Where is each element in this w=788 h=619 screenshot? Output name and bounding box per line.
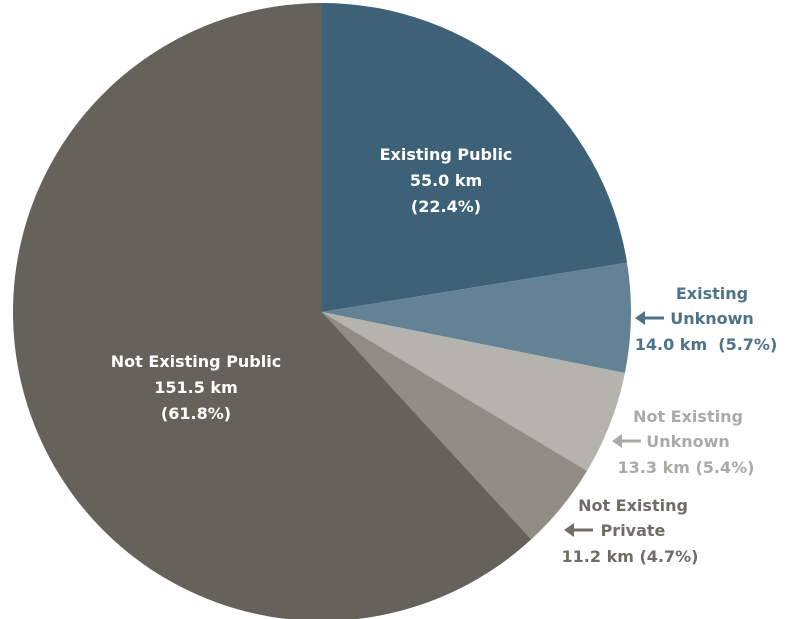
label-not-existing-private-line-2: Private	[601, 521, 666, 540]
arrow-left-icon	[635, 311, 664, 325]
label-existing-public-percent: (22.4%)	[411, 197, 481, 216]
label-not-existing-private-line-1: Not Existing	[578, 496, 688, 515]
label-existing-public: Existing Public 55.0 km (22.4%)	[380, 145, 513, 216]
label-existing-public-name: Existing Public	[380, 145, 513, 164]
pie-slices	[13, 3, 632, 619]
label-not-existing-unknown-line-1: Not Existing	[633, 407, 743, 426]
label-not-existing-public: Not Existing Public 151.5 km (61.8%)	[111, 352, 281, 423]
arrow-left-icon	[612, 434, 641, 448]
pie-slice-existing-public	[322, 3, 628, 312]
label-not-existing-public-name: Not Existing Public	[111, 352, 281, 371]
pie-slice-not-existing-public	[13, 3, 532, 619]
label-existing-unknown: Existing Unknown 14.0 km (5.7%)	[635, 284, 778, 354]
pie-slice-not-existing-private	[322, 312, 588, 540]
label-not-existing-unknown-value: 13.3 km (5.4%)	[618, 458, 755, 477]
pie-slice-not-existing-unknown	[322, 312, 625, 471]
label-not-existing-public-value: 151.5 km	[154, 378, 238, 397]
label-existing-public-value: 55.0 km	[410, 171, 482, 190]
pie-slice-existing-unknown	[322, 262, 632, 374]
label-existing-unknown-value: 14.0 km (5.7%)	[635, 335, 778, 354]
arrow-left-icon	[564, 523, 593, 537]
label-not-existing-unknown-line-2: Unknown	[646, 432, 730, 451]
label-not-existing-public-percent: (61.8%)	[161, 404, 231, 423]
label-not-existing-private-value: 11.2 km (4.7%)	[562, 547, 699, 566]
label-existing-unknown-line-1: Existing	[676, 284, 748, 303]
label-not-existing-unknown: Not Existing Unknown 13.3 km (5.4%)	[612, 407, 754, 477]
label-not-existing-private: Not Existing Private 11.2 km (4.7%)	[562, 496, 699, 566]
label-existing-unknown-line-2: Unknown	[670, 309, 754, 328]
